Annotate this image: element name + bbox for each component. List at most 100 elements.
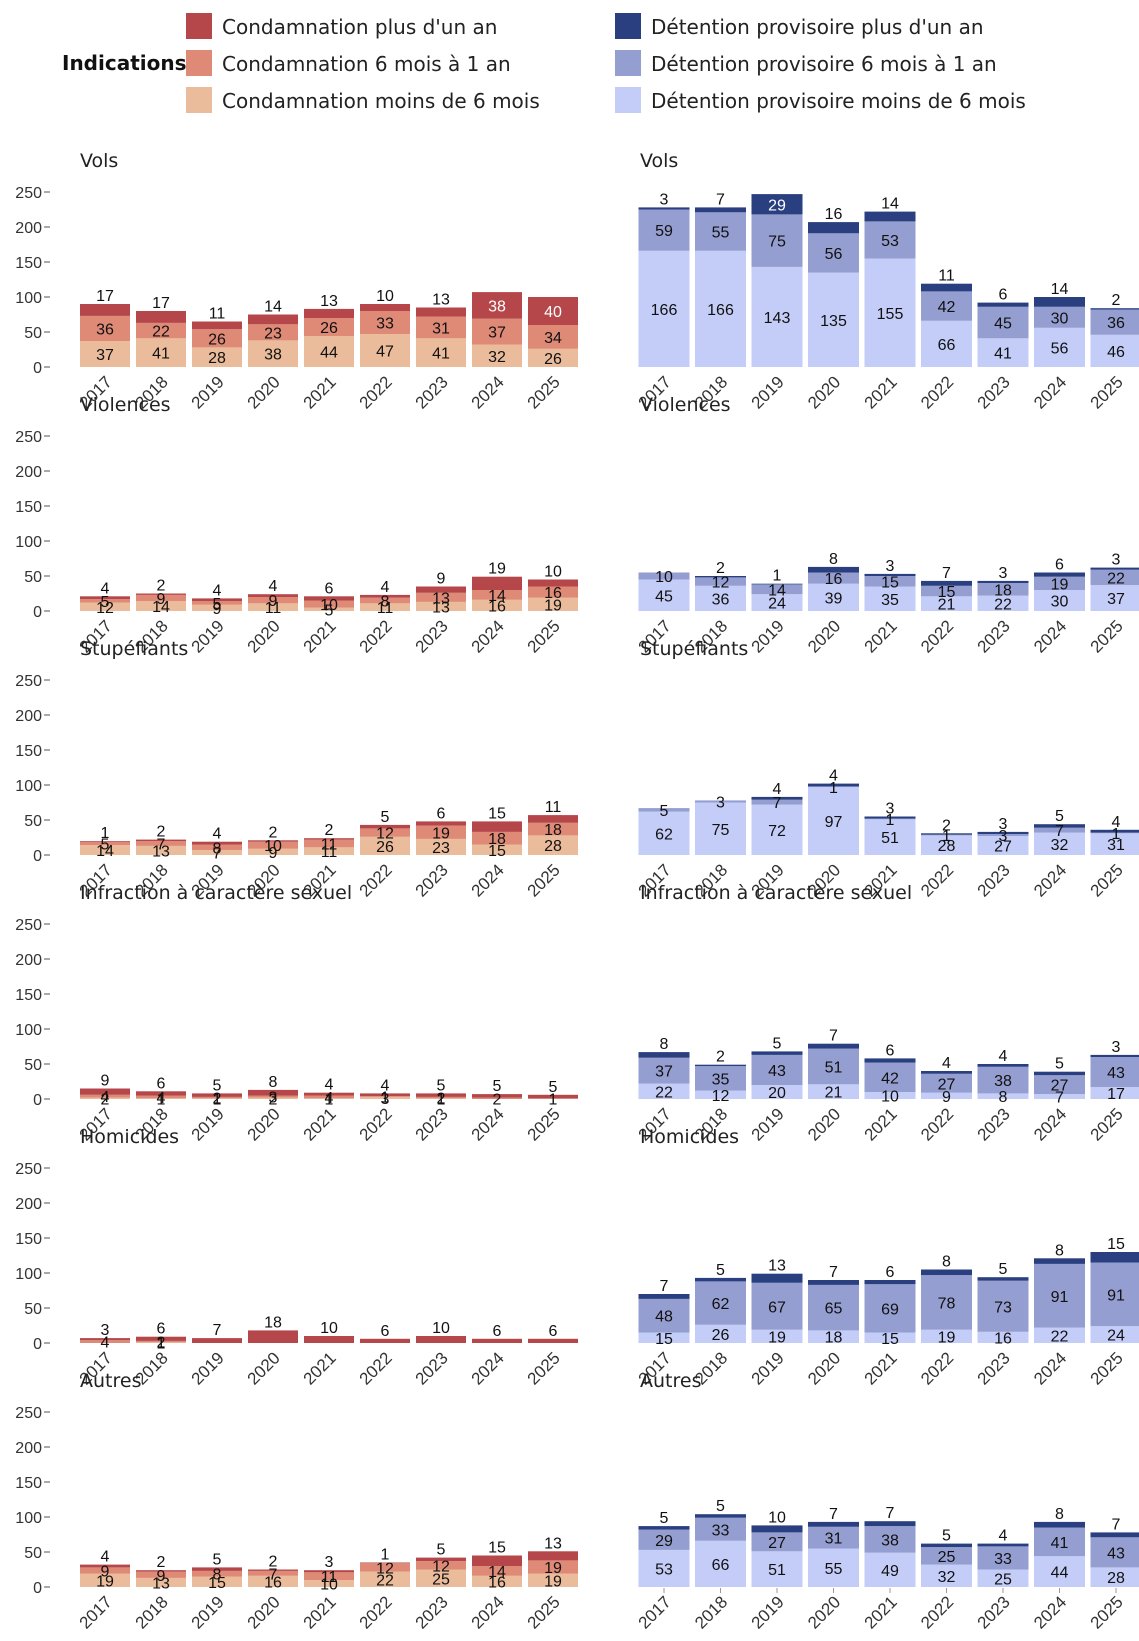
data-label: 2: [716, 560, 725, 577]
bar-vols-d-2018-detention-provisoire-plus-d-un-an: [695, 207, 746, 213]
x-tick-label: 2024: [1030, 1104, 1070, 1144]
bar-autres-c-2020-condamnation-6-mois-a-1-an: [248, 1570, 298, 1576]
data-label: 3: [1112, 552, 1121, 569]
bar-stupefiants-c-2019-condamnation-6-mois-a-1-an: [192, 844, 242, 851]
data-label: 3: [716, 794, 725, 811]
bar-infraction-a-caractere-sexuel-d-2025-detention-provisoire-6-mois-a-1-an: [1090, 1057, 1139, 1088]
x-tick-label: 2019: [748, 372, 788, 412]
bar-stupefiants-d-2023-detention-provisoire-moins-de-6-mois: [977, 836, 1029, 855]
x-tick-label: 2022: [356, 860, 396, 900]
bar-homicides-d-2017-detention-provisoire-6-mois-a-1-an: [638, 1298, 690, 1333]
data-label: 11: [321, 1569, 338, 1586]
data-label: 4: [325, 1090, 334, 1107]
data-label: 3: [325, 1554, 334, 1571]
data-label: 34: [544, 330, 562, 347]
y-tick-label: 100: [15, 290, 42, 307]
bar-stupefiants-d-2024-detention-provisoire-6-mois-a-1-an: [1034, 827, 1085, 833]
legend-swatch-detention-6-mois-1-an: [615, 50, 641, 76]
bar-vols-d-2020-detention-provisoire-6-mois-a-1-an: [808, 233, 859, 273]
x-tick-label: 2025: [524, 1104, 564, 1144]
y-tick-label: 150: [15, 743, 42, 760]
data-label: 20: [768, 1085, 786, 1102]
bar-autres-c-2022-condamnation-6-mois-a-1-an: [360, 1563, 410, 1572]
x-tick-label: 2024: [1030, 1592, 1070, 1632]
x-tick-label: 2023: [412, 1592, 452, 1632]
y-tick-label: 0: [33, 848, 42, 865]
bar-infraction-a-caractere-sexuel-d-2024-detention-provisoire-moins-de-6-mois: [1034, 1094, 1085, 1099]
data-label: 25: [432, 1571, 450, 1588]
bar-autres-d-2021-detention-provisoire-plus-d-un-an: [864, 1521, 916, 1527]
bar-stupefiants-d-2019-detention-provisoire-6-mois-a-1-an: [751, 799, 803, 805]
data-label: 1: [213, 1092, 222, 1109]
data-label: 5: [101, 594, 110, 611]
data-label: 25: [994, 1571, 1012, 1588]
bar-infraction-a-caractere-sexuel-c-2025-condamnation-plus-d-un-an: [528, 1094, 578, 1099]
data-label: 38: [264, 347, 282, 364]
bar-vols-c-2020-condamnation-6-mois-a-1-an: [248, 324, 298, 341]
data-label: 73: [994, 1299, 1012, 1316]
data-label: 15: [938, 584, 956, 601]
bar-violences-c-2024-condamnation-moins-de-6-mois: [472, 599, 522, 611]
x-tick-label: 2017: [635, 1592, 675, 1632]
x-tick-label: 2024: [1030, 1348, 1070, 1388]
bar-vols-c-2023-condamnation-moins-de-6-mois: [416, 338, 466, 367]
bar-stupefiants-d-2018-detention-provisoire-moins-de-6-mois: [695, 802, 746, 855]
bar-stupefiants-c-2017-condamnation-6-mois-a-1-an: [80, 841, 130, 846]
bar-vols-c-2019-condamnation-plus-d-un-an: [192, 321, 242, 330]
panel-violences-detention: Violences4510201736122201824141201939168…: [635, 394, 1139, 657]
bar-autres-c-2017-condamnation-moins-de-6-mois: [80, 1573, 130, 1587]
data-label: 6: [999, 287, 1008, 304]
bar-vols-d-2024-detention-provisoire-6-mois-a-1-an: [1034, 306, 1085, 328]
bar-violences-d-2021-detention-provisoire-moins-de-6-mois: [864, 586, 916, 611]
bar-vols-c-2023-condamnation-6-mois-a-1-an: [416, 316, 466, 339]
bar-homicides-c-2017-condamnation-6-mois-a-1-an: [80, 1340, 130, 1343]
bar-stupefiants-c-2025-condamnation-plus-d-un-an: [528, 815, 578, 823]
data-label: 2: [269, 824, 278, 841]
data-label: 9: [269, 593, 278, 610]
bar-autres-c-2023-condamnation-6-mois-a-1-an: [416, 1561, 466, 1570]
legend-swatch-detention-plus-un-an: [615, 13, 641, 39]
data-label: 7: [886, 1505, 895, 1522]
bar-autres-d-2018-detention-provisoire-plus-d-un-an: [695, 1514, 746, 1518]
data-label: 37: [96, 347, 114, 364]
data-label: 7: [1055, 823, 1064, 840]
bar-infraction-a-caractere-sexuel-d-2019-detention-provisoire-plus-d-un-an: [751, 1051, 803, 1055]
x-tick-label: 2019: [188, 1348, 228, 1388]
bar-infraction-a-caractere-sexuel-d-2024-detention-provisoire-6-mois-a-1-an: [1034, 1075, 1085, 1095]
data-label: 6: [549, 1323, 558, 1340]
panel-homicides-condamnation: Homicides0501001502002504320171262018720…: [15, 1126, 578, 1389]
panel-title: Stupéfiants: [80, 638, 188, 660]
bar-infraction-a-caractere-sexuel-c-2025-condamnation-6-mois-a-1-an: [528, 1098, 578, 1099]
bar-infraction-a-caractere-sexuel-d-2025-detention-provisoire-plus-d-un-an: [1090, 1054, 1139, 1057]
bar-vols-c-2024-condamnation-moins-de-6-mois: [472, 344, 522, 367]
data-label: 11: [209, 306, 226, 323]
x-tick-label: 2019: [188, 1104, 228, 1144]
data-label: 17: [1107, 1086, 1125, 1103]
data-label: 14: [96, 843, 114, 860]
bar-autres-d-2022-detention-provisoire-plus-d-un-an: [921, 1543, 972, 1548]
bar-violences-d-2018-detention-provisoire-moins-de-6-mois: [695, 585, 746, 611]
data-label: 12: [712, 1088, 730, 1105]
x-tick-label: 2020: [804, 616, 844, 656]
bar-autres-c-2022-condamnation-plus-d-un-an: [360, 1562, 410, 1564]
panel-autres-detention: Autres 53 29 5 2017 66 33 5 2018 51 27 10 2019 55 31 7 2…: [635, 1370, 1139, 1633]
bar-vols-c-2019-condamnation-6-mois-a-1-an: [192, 329, 242, 348]
bar-stupefiants-d-2022-detention-provisoire-plus-d-un-an: [921, 833, 972, 835]
data-label: 6: [886, 1042, 895, 1059]
x-tick-label: 2022: [917, 372, 957, 412]
bar-autres-c-2024-condamnation-6-mois-a-1-an: [472, 1566, 522, 1576]
x-tick-label: 2021: [861, 1104, 901, 1144]
data-label: 29: [655, 1533, 673, 1550]
data-label: 2: [157, 1335, 166, 1352]
data-label: 13: [768, 1258, 786, 1275]
y-tick-label: 200: [15, 1440, 42, 1457]
bar-homicides-d-2021-detention-provisoire-plus-d-un-an: [864, 1280, 916, 1285]
legend-swatch-detention-moins-6-mois: [615, 87, 641, 113]
data-label: 38: [488, 298, 506, 315]
data-label: 9: [157, 591, 166, 608]
bar-stupefiants-d-2025-detention-provisoire-6-mois-a-1-an: [1090, 832, 1139, 834]
x-tick-label: 2025: [1087, 1104, 1127, 1144]
data-label: 13: [152, 843, 170, 860]
bar-infraction-a-caractere-sexuel-d-2022-detention-provisoire-plus-d-un-an: [921, 1071, 972, 1074]
bar-vols-c-2025-condamnation-6-mois-a-1-an: [528, 325, 578, 349]
